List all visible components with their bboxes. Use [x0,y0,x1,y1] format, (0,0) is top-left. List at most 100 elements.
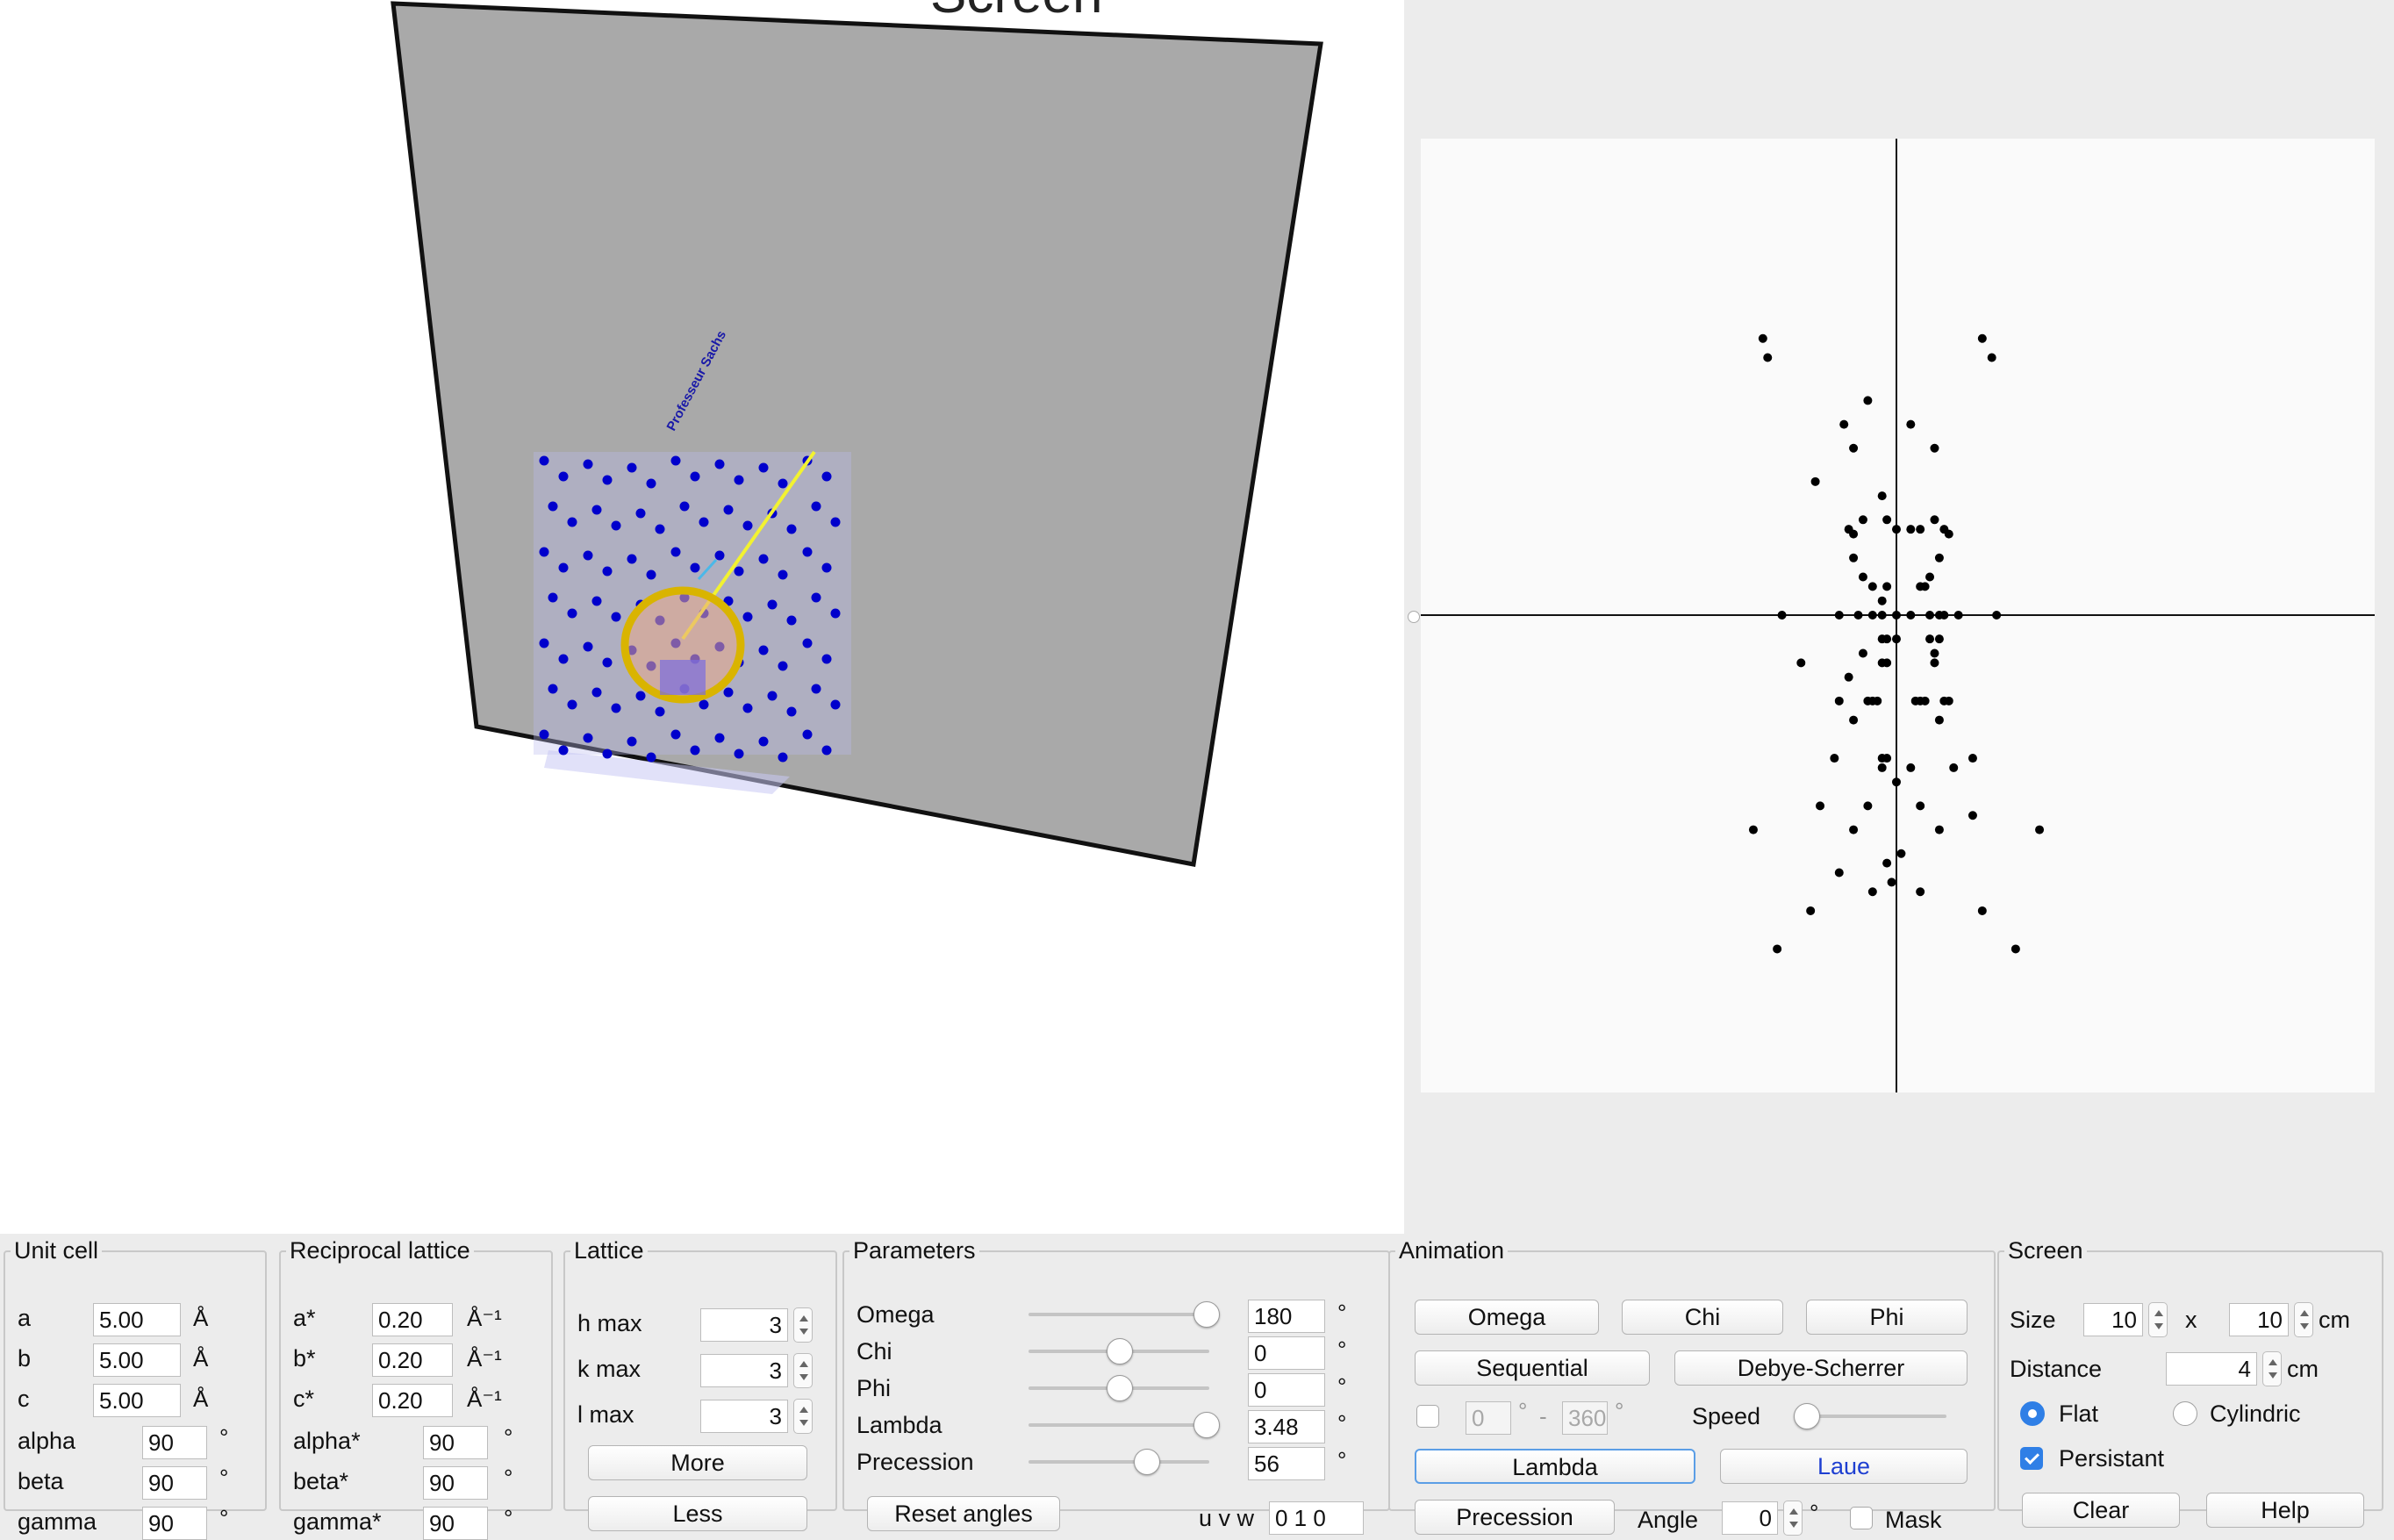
reciprocal-lattice-group: Reciprocal lattice a* 0.20 Å⁻¹ b* 0.20 Å… [279,1237,553,1540]
phi-field[interactable]: 0 [1248,1373,1325,1407]
diffraction-spot [1949,763,1959,772]
diffraction-spot [1892,611,1901,620]
chi-slider[interactable] [1029,1338,1209,1365]
debye-scherrer-button[interactable]: Debye-Scherrer [1674,1350,1968,1386]
b-field[interactable]: 5.00 [93,1343,181,1377]
diffraction-spot [1906,419,1916,429]
lattice-point [548,684,558,694]
3d-view[interactable]: Screen Professeur Sachs [0,0,1404,1234]
diffraction-spot [1796,658,1806,668]
distance-field[interactable]: 4 [2166,1352,2257,1386]
size-height-field[interactable]: 10 [2229,1303,2289,1336]
detector-image[interactable] [1404,0,2394,1234]
angle-stepper[interactable] [1783,1501,1803,1536]
lambda-slider[interactable] [1029,1412,1220,1438]
reset-angles-button[interactable]: Reset angles [867,1496,1060,1531]
control-panel: Unit cell a 5.00 Å b 5.00 Å c 5.00 Å alp… [0,1234,2394,1540]
a-field[interactable]: 5.00 [93,1303,181,1336]
speed-slider[interactable] [1794,1403,1946,1429]
split-handle[interactable] [1408,611,1420,623]
chi-field[interactable]: 0 [1248,1336,1325,1370]
diffraction-spot [2035,825,2045,834]
beta-field[interactable]: 90 [142,1466,207,1500]
diffraction-spot [1863,801,1873,811]
range-to-field[interactable]: 360 [1562,1401,1608,1435]
angle-field[interactable]: 0 [1722,1501,1778,1535]
omega-animate-button[interactable]: Omega [1415,1300,1599,1335]
size-height-stepper[interactable] [2294,1302,2313,1337]
mask-checkbox[interactable] [1850,1507,1873,1529]
range-checkbox[interactable] [1416,1405,1439,1428]
less-button[interactable]: Less [588,1496,807,1531]
beta-star-field[interactable]: 90 [423,1466,488,1500]
lattice-point [567,517,577,527]
phi-slider[interactable] [1029,1375,1209,1401]
omega-slider[interactable] [1029,1301,1220,1328]
lattice-point [786,524,797,534]
lattice-point [714,459,725,469]
precession-field[interactable]: 56 [1248,1447,1325,1480]
help-button[interactable]: Help [2206,1493,2364,1528]
precession-slider[interactable] [1029,1449,1209,1475]
chi-animate-button[interactable]: Chi [1622,1300,1783,1335]
a-star-label: a* [293,1305,316,1331]
b-star-field[interactable]: 0.20 [372,1343,453,1377]
lattice-point [635,691,646,701]
persistant-label: Persistant [2059,1445,2165,1472]
diffraction-spot [1944,529,1953,539]
lambda-animate-button[interactable]: Lambda [1415,1449,1695,1484]
k-max-stepper[interactable] [793,1353,813,1388]
diffraction-spot [1920,582,1930,591]
alpha-field[interactable]: 90 [142,1426,207,1459]
lattice-point [690,471,700,482]
range-from-field[interactable]: 0 [1466,1401,1511,1435]
phi-animate-button[interactable]: Phi [1806,1300,1968,1335]
size-width-stepper[interactable] [2148,1302,2168,1337]
cylindric-radio[interactable] [2173,1401,2197,1426]
screen-title-fragment: Screen [930,0,1102,25]
diffraction-spot [1882,515,1892,525]
gamma-label: gamma [18,1508,97,1535]
k-max-field[interactable]: 3 [700,1354,788,1387]
gamma-field[interactable]: 90 [142,1507,207,1540]
k-max-label: k max [577,1356,642,1382]
sequential-button[interactable]: Sequential [1415,1350,1650,1386]
clear-button[interactable]: Clear [2022,1493,2180,1528]
l-max-stepper[interactable] [793,1399,813,1434]
gamma-star-field[interactable]: 90 [423,1507,488,1540]
lambda-field[interactable]: 3.48 [1248,1410,1325,1443]
a-star-field[interactable]: 0.20 [372,1303,453,1336]
diffraction-spot [1858,572,1867,582]
c-field[interactable]: 5.00 [93,1384,181,1417]
alpha-star-field[interactable]: 90 [423,1426,488,1459]
b-label: b [18,1345,32,1372]
diffraction-spot [1834,868,1844,877]
l-max-field[interactable]: 3 [700,1400,788,1433]
c-star-field[interactable]: 0.20 [372,1384,453,1417]
precession-animate-button[interactable]: Precession [1415,1500,1615,1535]
laue-button[interactable]: Laue [1720,1449,1968,1484]
3d-scene[interactable]: Screen Professeur Sachs [0,0,1404,1234]
lattice-point [767,599,778,610]
size-width-field[interactable]: 10 [2083,1303,2143,1336]
c-label: c [18,1386,30,1412]
diffraction-spot [1916,525,1925,534]
diffraction-spot [1839,419,1849,429]
h-max-field[interactable]: 3 [700,1308,788,1342]
more-button[interactable]: More [588,1445,807,1480]
diffraction-spot [1867,611,1877,620]
distance-stepper[interactable] [2262,1351,2282,1386]
ewald-ring [620,586,745,704]
diffraction-spot [1858,515,1867,525]
uvw-field[interactable]: 0 1 0 [1269,1501,1364,1535]
diffraction-spot [1944,696,1953,706]
h-max-stepper[interactable] [793,1307,813,1343]
uvw-label: u v w [1199,1505,1255,1531]
diffraction-spot [1968,754,1977,763]
diffraction-spot [1934,553,1944,562]
flat-radio[interactable] [2020,1401,2045,1426]
diffraction-spot [1758,333,1767,343]
persistant-checkbox[interactable] [2020,1447,2043,1470]
omega-field[interactable]: 180 [1248,1300,1325,1333]
lattice-point [567,608,577,619]
